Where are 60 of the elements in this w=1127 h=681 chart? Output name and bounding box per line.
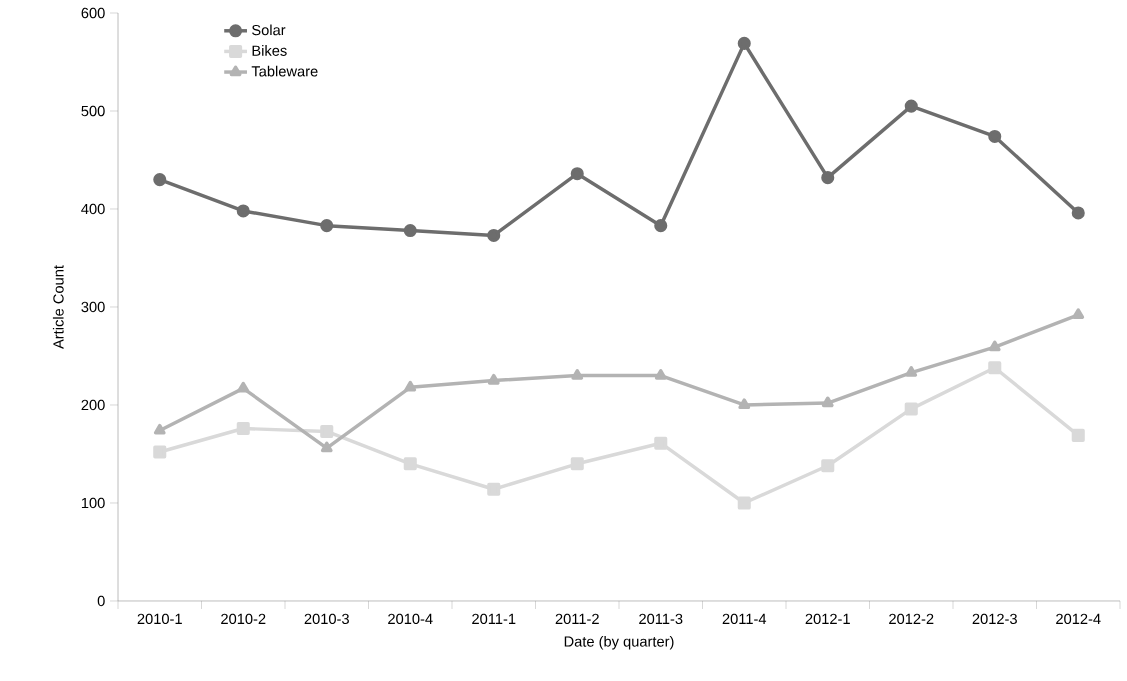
point — [821, 396, 834, 408]
x-tick-label: 2012-3 — [972, 613, 1017, 625]
point — [236, 421, 250, 436]
point — [487, 373, 500, 385]
x-tick-label: 2010-1 — [137, 613, 182, 625]
legend-label: Tableware — [251, 65, 318, 77]
x-tick-label: 2011-1 — [472, 613, 516, 625]
point — [988, 361, 1002, 375]
point — [570, 457, 584, 471]
point — [821, 171, 835, 185]
point — [1071, 206, 1085, 220]
point — [487, 482, 501, 496]
point — [153, 423, 166, 435]
point — [487, 228, 501, 242]
y-tick-label: 100 — [81, 497, 105, 509]
point — [1071, 428, 1085, 442]
point — [236, 204, 250, 218]
y-axis-title: Article Count — [52, 265, 64, 349]
point — [571, 369, 584, 380]
x-tick-label: 2012-2 — [889, 613, 934, 625]
point — [904, 402, 918, 416]
x-tick-label: 2010-2 — [221, 613, 266, 625]
point — [738, 398, 751, 410]
point — [1072, 308, 1085, 319]
point — [403, 224, 417, 238]
point — [153, 445, 167, 459]
x-tick-label: 2012-1 — [805, 613, 850, 625]
x-tick-label: 2011-2 — [555, 613, 599, 625]
x-tick-label: 2011-3 — [639, 613, 683, 625]
x-axis-title: Date (by quarter) — [564, 635, 674, 650]
y-tick-label: 200 — [81, 399, 105, 411]
point — [988, 129, 1002, 144]
y-tick-label: 300 — [81, 301, 105, 313]
point — [821, 459, 835, 473]
y-tick-label: 500 — [81, 105, 105, 117]
point — [654, 369, 667, 380]
point — [237, 381, 250, 393]
point — [320, 424, 334, 438]
legend-label: Solar — [252, 24, 286, 36]
point — [737, 496, 751, 510]
point — [905, 366, 918, 377]
point — [153, 173, 167, 187]
point — [988, 340, 1001, 352]
x-tick-label: 2011-4 — [722, 613, 767, 625]
x-tick-label: 2010-4 — [388, 613, 433, 625]
point — [320, 219, 334, 233]
point — [403, 457, 417, 471]
point — [904, 99, 918, 113]
y-tick-label: 600 — [81, 7, 105, 19]
y-tick-label: 400 — [81, 203, 105, 215]
point — [654, 219, 668, 233]
point — [737, 36, 751, 50]
point — [570, 167, 584, 181]
x-tick-label: 2010-3 — [304, 613, 349, 625]
x-tick-label: 2012-4 — [1056, 613, 1101, 625]
point — [404, 380, 417, 392]
point — [320, 441, 333, 453]
y-tick-label: 0 — [97, 595, 105, 607]
point — [654, 436, 668, 450]
legend-label: Bikes — [252, 45, 287, 56]
